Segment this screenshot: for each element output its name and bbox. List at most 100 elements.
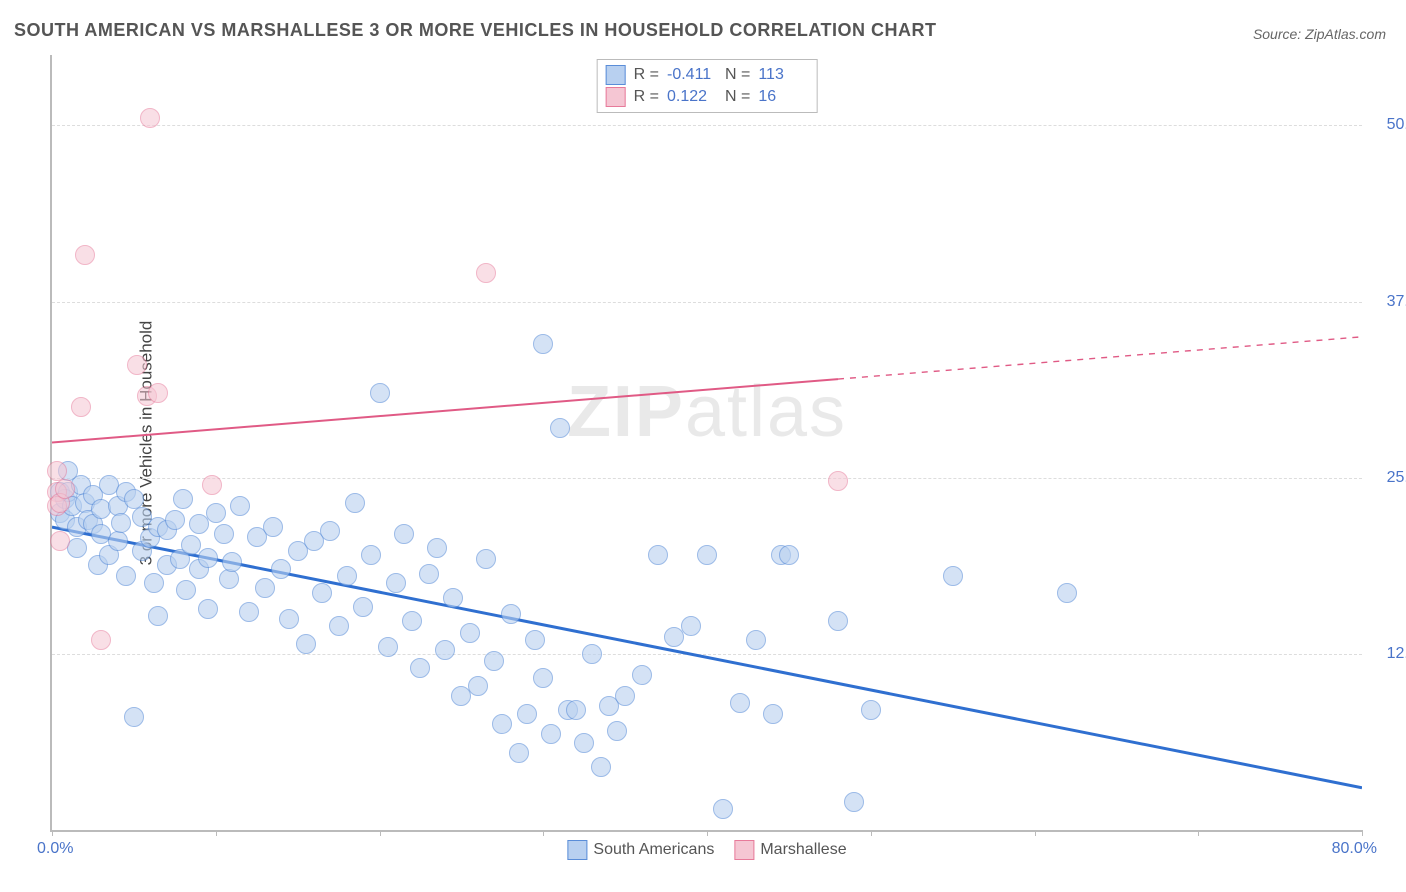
data-point [443,588,463,608]
trend-lines [52,55,1362,830]
data-point [148,383,168,403]
stats-legend-box: R = -0.411N = 113R = 0.122N = 16 [597,59,818,113]
data-point [730,693,750,713]
data-point [476,263,496,283]
data-point [828,471,848,491]
data-point [127,355,147,375]
data-point [239,602,259,622]
data-point [148,606,168,626]
data-point [402,611,422,631]
data-point [632,665,652,685]
data-point [263,517,283,537]
data-point [484,651,504,671]
data-point [648,545,668,565]
data-point [124,707,144,727]
data-point [763,704,783,724]
data-point [427,538,447,558]
data-point [615,686,635,706]
data-point [47,461,67,481]
legend-item: Marshallese [734,840,846,860]
data-point [222,552,242,572]
data-point [144,573,164,593]
data-point [713,799,733,819]
data-point [329,616,349,636]
data-point [198,548,218,568]
data-point [116,566,136,586]
data-point [361,545,381,565]
legend-label: South Americans [593,841,714,859]
data-point [533,668,553,688]
y-tick-label: 37.5% [1372,293,1406,311]
data-point [176,580,196,600]
watermark: ZIPatlas [567,371,847,453]
data-point [91,630,111,650]
data-point [279,609,299,629]
legend-swatch [734,840,754,860]
data-point [370,383,390,403]
data-point [71,397,91,417]
data-point [271,559,291,579]
data-point [861,700,881,720]
data-point [111,513,131,533]
data-point [312,583,332,603]
data-point [50,531,70,551]
data-point [386,573,406,593]
data-point [124,489,144,509]
data-point [435,640,455,660]
data-point [533,334,553,354]
data-point [476,549,496,569]
data-point [582,644,602,664]
data-point [140,108,160,128]
data-point [574,733,594,753]
data-point [517,704,537,724]
data-point [525,630,545,650]
data-point [320,521,340,541]
data-point [419,564,439,584]
data-point [591,757,611,777]
data-point [1057,583,1077,603]
data-point [681,616,701,636]
data-point [378,637,398,657]
data-point [492,714,512,734]
data-point [779,545,799,565]
bottom-legend: South Americans Marshallese [567,840,846,860]
data-point [173,489,193,509]
y-tick-label: 12.5% [1372,645,1406,663]
data-point [198,599,218,619]
data-point [296,634,316,654]
legend-swatch [567,840,587,860]
stats-row: R = 0.122N = 16 [606,86,809,108]
data-point [345,493,365,513]
data-point [165,510,185,530]
data-point [828,611,848,631]
x-axis-min-label: 0.0% [37,840,73,858]
data-point [410,658,430,678]
data-point [219,569,239,589]
data-point [230,496,250,516]
data-point [550,418,570,438]
x-axis-max-label: 80.0% [1332,840,1377,858]
stats-row: R = -0.411N = 113 [606,64,809,86]
legend-item: South Americans [567,840,714,860]
data-point [468,676,488,696]
data-point [255,578,275,598]
data-point [202,475,222,495]
y-tick-label: 25.0% [1372,469,1406,487]
legend-label: Marshallese [760,841,846,859]
data-point [501,604,521,624]
data-point [566,700,586,720]
data-point [353,597,373,617]
data-point [844,792,864,812]
series-swatch [606,65,626,85]
data-point [697,545,717,565]
data-point [75,245,95,265]
data-point [460,623,480,643]
data-point [394,524,414,544]
data-point [746,630,766,650]
chart-title: SOUTH AMERICAN VS MARSHALLESE 3 OR MORE … [14,20,937,41]
data-point [509,743,529,763]
source-attribution: Source: ZipAtlas.com [1253,26,1386,42]
data-point [214,524,234,544]
data-point [337,566,357,586]
data-point [55,479,75,499]
